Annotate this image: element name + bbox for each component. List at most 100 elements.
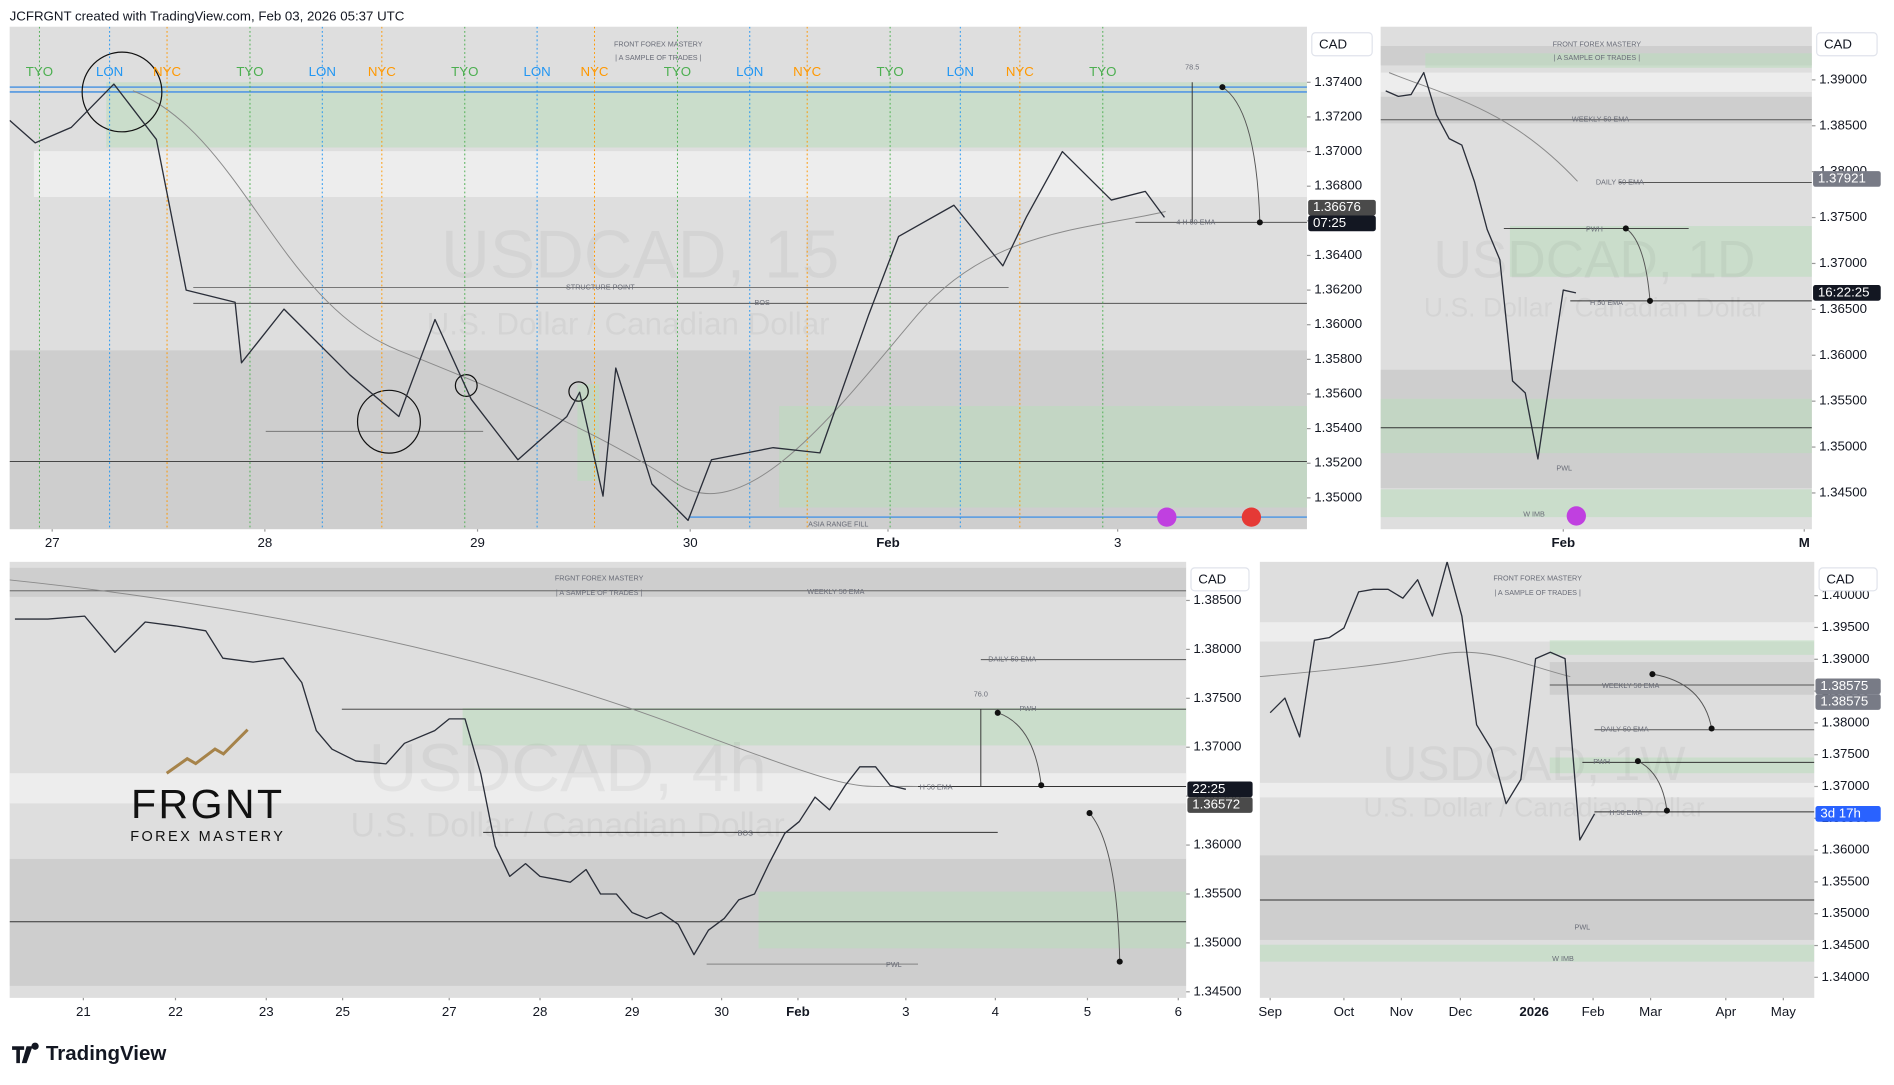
trade-point bbox=[1116, 958, 1123, 965]
highlight-circle bbox=[454, 373, 478, 397]
trade-point bbox=[1086, 810, 1093, 817]
y-tick-label: 1.34000 bbox=[1822, 969, 1870, 984]
annotation: W IMB bbox=[1523, 510, 1545, 519]
y-tick-label: 1.34500 bbox=[1819, 484, 1867, 499]
y-tick-label: 1.37000 bbox=[1193, 739, 1241, 754]
plot-layer: TYO LON NYC TYO LON NYC TYO LON NYC TYO LON NYC TYO L… bbox=[9, 26, 1166, 530]
y-tick-label: 1.38500 bbox=[1819, 117, 1867, 132]
currency-label: CAD bbox=[1826, 571, 1854, 586]
annotation: DAILY 50 EMA bbox=[1601, 725, 1649, 734]
y-tick-label: 1.34500 bbox=[1822, 937, 1870, 952]
x-tick-label: 3 bbox=[902, 1004, 909, 1019]
x-tick-label: 23 bbox=[259, 1004, 274, 1019]
y-tick-label: 1.36800 bbox=[1314, 178, 1362, 193]
logo-brand: FRGNT bbox=[131, 781, 284, 827]
ema-line bbox=[9, 579, 919, 788]
y-tick-label: 1.37400 bbox=[1314, 74, 1362, 89]
zone bbox=[1549, 757, 1815, 774]
y-tick-label: 1.38000 bbox=[1822, 714, 1870, 729]
y-tick-label: 1.35000 bbox=[1193, 934, 1241, 949]
zone bbox=[1380, 72, 1812, 92]
y-tick-label: 1.36000 bbox=[1822, 842, 1870, 857]
annotation: WEEKLY 50 EMA bbox=[1572, 115, 1629, 124]
session-label: TYO bbox=[664, 64, 691, 79]
x-tick-label: 3 bbox=[1114, 535, 1121, 550]
zone bbox=[33, 151, 1307, 198]
y-tick-label: 1.35000 bbox=[1819, 439, 1867, 454]
y-tick-label: 1.35400 bbox=[1314, 420, 1362, 435]
session-label: TYO bbox=[236, 64, 263, 79]
watermark-title: USDCAD, 1D bbox=[1434, 231, 1756, 290]
x-tick-label: Sep bbox=[1258, 1004, 1282, 1019]
x-tick-label: Feb bbox=[786, 1004, 810, 1019]
session-label: NYC bbox=[1006, 64, 1034, 79]
price-badge-label: 22:25 bbox=[1192, 781, 1225, 796]
price-badge-label: 07:25 bbox=[1313, 215, 1346, 230]
session-label: LON bbox=[523, 64, 550, 79]
zone bbox=[1380, 489, 1812, 518]
x-tick-label: 28 bbox=[257, 535, 272, 550]
y-tick-label: 1.35800 bbox=[1314, 351, 1362, 366]
event-icon[interactable] bbox=[1241, 507, 1262, 527]
x-tick-label: 27 bbox=[442, 1004, 457, 1019]
highlight-circle bbox=[81, 51, 163, 133]
plot-layer bbox=[1269, 561, 1596, 841]
annotation: PWL bbox=[886, 960, 902, 969]
x-tick-label: Nov bbox=[1390, 1004, 1414, 1019]
price-badge-label: 1.36572 bbox=[1192, 797, 1240, 812]
annotation: FRGNT FOREX MASTERY bbox=[555, 574, 644, 583]
zones bbox=[1259, 622, 1815, 962]
trade-path bbox=[1652, 673, 1713, 729]
currency-badge bbox=[1816, 32, 1878, 57]
currency-badge bbox=[1311, 32, 1373, 57]
zone bbox=[9, 567, 1187, 597]
x-tick-label: 27 bbox=[45, 535, 60, 550]
plot-layer bbox=[14, 615, 907, 956]
price-badge-label: 1.38575 bbox=[1820, 678, 1868, 693]
zone bbox=[1380, 96, 1812, 124]
price-line bbox=[1385, 71, 1577, 460]
session-label: LON bbox=[309, 64, 336, 79]
annotation: H 50 EMA bbox=[920, 783, 953, 792]
y-tick-label: 1.35500 bbox=[1193, 885, 1241, 900]
highlight-circle bbox=[356, 389, 421, 454]
event-icon[interactable] bbox=[1157, 507, 1177, 527]
x-tick-label: 21 bbox=[76, 1004, 91, 1019]
trade-point bbox=[994, 709, 1001, 716]
annotation: WEEKLY 50 EMA bbox=[807, 587, 864, 596]
session-label: NYC bbox=[581, 64, 609, 79]
session-label: NYC bbox=[793, 64, 821, 79]
session-label: NYC bbox=[368, 64, 396, 79]
x-tick-label: 29 bbox=[470, 535, 485, 550]
zones bbox=[9, 51, 1307, 530]
price-badge bbox=[1815, 694, 1881, 710]
zones bbox=[9, 567, 1187, 986]
session-label: TYO bbox=[451, 64, 478, 79]
zone bbox=[1549, 662, 1815, 695]
annotation: DAILY 50 EMA bbox=[1596, 177, 1644, 186]
y-tick-label: 1.37500 bbox=[1193, 690, 1241, 705]
x-tick-label: 4 bbox=[992, 1004, 999, 1019]
trade-point bbox=[1646, 297, 1654, 304]
annotation: ASIA RANGE FILL bbox=[808, 519, 868, 528]
trade-point bbox=[1649, 671, 1656, 678]
price-badge-label: 3d 17h bbox=[1820, 805, 1861, 820]
y-tick-label: 1.35600 bbox=[1314, 385, 1362, 400]
trade-path bbox=[1222, 86, 1261, 223]
x-tick-label: Feb bbox=[1551, 535, 1575, 550]
price-badge bbox=[1815, 806, 1881, 822]
trade-point bbox=[1219, 84, 1226, 91]
currency-badge bbox=[1190, 567, 1250, 592]
x-tick-label: 28 bbox=[533, 1004, 548, 1019]
session-label: LON bbox=[736, 64, 763, 79]
currency-label: CAD bbox=[1198, 571, 1226, 586]
y-tick-label: 1.37000 bbox=[1314, 143, 1362, 158]
annotation: 76.0 bbox=[974, 690, 988, 699]
trade-path bbox=[1625, 228, 1651, 301]
x-tick-label: Mar bbox=[1639, 1004, 1662, 1019]
ema-line bbox=[1388, 72, 1578, 182]
event-icon[interactable] bbox=[1566, 506, 1586, 526]
price-badge bbox=[1815, 678, 1881, 695]
annotation: 78.5 bbox=[1185, 63, 1199, 72]
y-tick-label: 1.39000 bbox=[1822, 651, 1870, 666]
